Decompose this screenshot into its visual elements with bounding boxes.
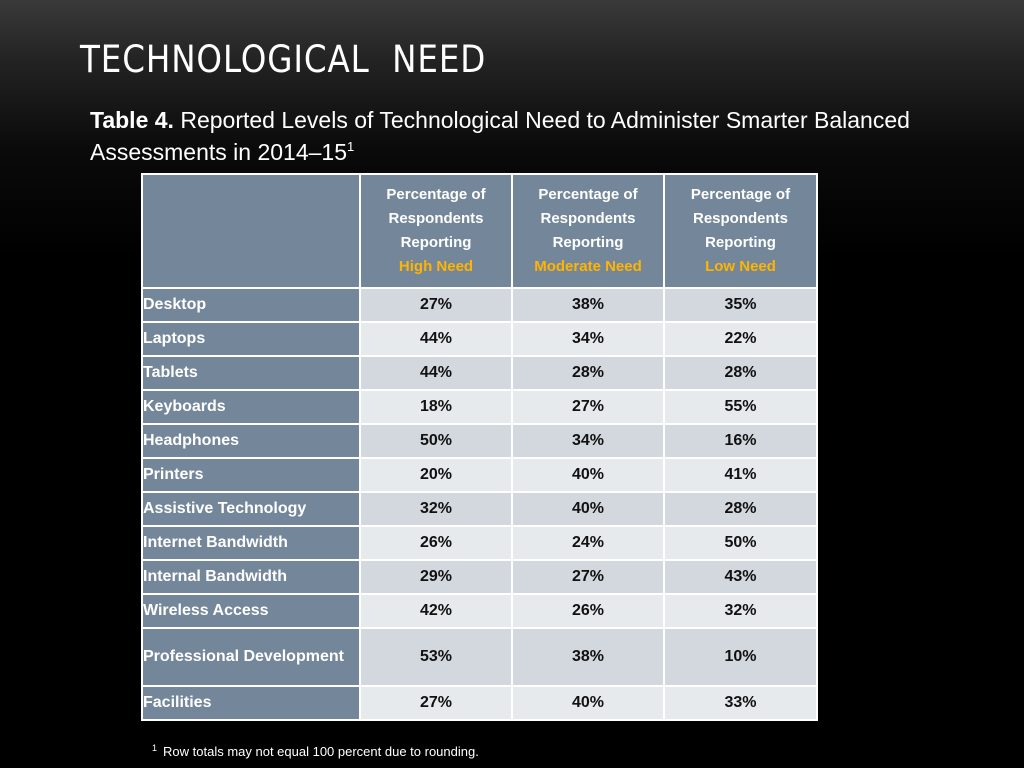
low-need-value: 33%: [663, 685, 818, 721]
table-row: Laptops 44% 34% 22%: [141, 321, 818, 357]
high-need-value: 44%: [359, 355, 513, 391]
footnote-marker: 1: [152, 743, 158, 753]
high-need-value: 29%: [359, 559, 513, 595]
table-row: Keyboards 18% 27% 55%: [141, 389, 818, 425]
header-high-need: Percentage of Respondents Reporting High…: [359, 173, 513, 289]
table-row: Tablets 44% 28% 28%: [141, 355, 818, 391]
moderate-need-value: 27%: [511, 559, 665, 595]
header-line: Reporting: [552, 234, 624, 251]
header-low-need: Percentage of Respondents Reporting Low …: [663, 173, 818, 289]
low-need-value: 43%: [663, 559, 818, 595]
row-label: Tablets: [141, 355, 361, 391]
table-row: Professional Development 53% 38% 10%: [141, 627, 818, 687]
header-line: Percentage of: [690, 186, 791, 203]
row-label: Keyboards: [141, 389, 361, 425]
moderate-need-value: 26%: [511, 593, 665, 629]
header-line: Reporting: [400, 234, 472, 251]
moderate-need-value: 38%: [511, 287, 665, 323]
row-label: Professional Development: [141, 627, 361, 687]
row-label: Wireless Access: [141, 593, 361, 629]
low-need-value: 41%: [663, 457, 818, 493]
high-need-value: 53%: [359, 627, 513, 687]
row-label: Internet Bandwidth: [141, 525, 361, 561]
moderate-need-value: 27%: [511, 389, 665, 425]
moderate-need-value: 40%: [511, 457, 665, 493]
moderate-need-value: 40%: [511, 491, 665, 527]
caption-text: Reported Levels of Technological Need to…: [90, 107, 910, 165]
row-label: Desktop: [141, 287, 361, 323]
high-need-value: 42%: [359, 593, 513, 629]
header-line: Respondents: [692, 210, 788, 227]
header-need-level: High Need: [398, 258, 474, 275]
row-label: Internal Bandwidth: [141, 559, 361, 595]
low-need-value: 22%: [663, 321, 818, 357]
header-moderate-need: Percentage of Respondents Reporting Mode…: [511, 173, 665, 289]
header-line: Respondents: [388, 210, 484, 227]
high-need-value: 27%: [359, 287, 513, 323]
low-need-value: 35%: [663, 287, 818, 323]
header-need-level: Low Need: [705, 258, 776, 275]
moderate-need-value: 24%: [511, 525, 665, 561]
row-label: Printers: [141, 457, 361, 493]
low-need-value: 28%: [663, 355, 818, 391]
moderate-need-value: 34%: [511, 321, 665, 357]
row-label: Laptops: [141, 321, 361, 357]
header-line: Percentage of: [538, 186, 638, 203]
low-need-value: 16%: [663, 423, 818, 459]
header-row: Percentage of Respondents Reporting High…: [141, 173, 818, 289]
table-row: Desktop 27% 38% 35%: [141, 287, 818, 323]
row-label: Facilities: [141, 685, 361, 721]
table-row: Assistive Technology 32% 40% 28%: [141, 491, 818, 527]
footnote: 1 Row totals may not equal 100 percent du…: [152, 743, 479, 760]
caption-lead: Table 4.: [90, 107, 174, 133]
header-line: Respondents: [540, 210, 636, 227]
high-need-value: 27%: [359, 685, 513, 721]
header-blank-cell: [141, 173, 361, 289]
low-need-value: 10%: [663, 627, 818, 687]
moderate-need-value: 40%: [511, 685, 665, 721]
low-need-value: 50%: [663, 525, 818, 561]
header-need-level: Moderate Need: [534, 258, 642, 275]
high-need-value: 20%: [359, 457, 513, 493]
header-line: Reporting: [705, 234, 776, 251]
table-row: Internal Bandwidth 29% 27% 43%: [141, 559, 818, 595]
footnote-text: Row totals may not equal 100 percent due…: [163, 744, 479, 759]
low-need-value: 32%: [663, 593, 818, 629]
moderate-need-value: 28%: [511, 355, 665, 391]
moderate-need-value: 34%: [511, 423, 665, 459]
moderate-need-value: 38%: [511, 627, 665, 687]
table-row: Printers 20% 40% 41%: [141, 457, 818, 493]
table-row: Internet Bandwidth 26% 24% 50%: [141, 525, 818, 561]
need-table: Percentage of Respondents Reporting High…: [141, 173, 818, 721]
table-row: Headphones 50% 34% 16%: [141, 423, 818, 459]
caption-footnote-marker: 1: [347, 139, 355, 154]
low-need-value: 28%: [663, 491, 818, 527]
row-label: Assistive Technology: [141, 491, 361, 527]
row-label: Headphones: [141, 423, 361, 459]
high-need-value: 26%: [359, 525, 513, 561]
header-line: Percentage of: [386, 186, 486, 203]
table-row: Facilities 27% 40% 33%: [141, 685, 818, 721]
low-need-value: 55%: [663, 389, 818, 425]
high-need-value: 44%: [359, 321, 513, 357]
table-caption: Table 4. Reported Levels of Technologica…: [90, 104, 950, 168]
high-need-value: 50%: [359, 423, 513, 459]
table-row: Wireless Access 42% 26% 32%: [141, 593, 818, 629]
slide-title: Technological Need: [80, 38, 487, 81]
high-need-value: 32%: [359, 491, 513, 527]
high-need-value: 18%: [359, 389, 513, 425]
